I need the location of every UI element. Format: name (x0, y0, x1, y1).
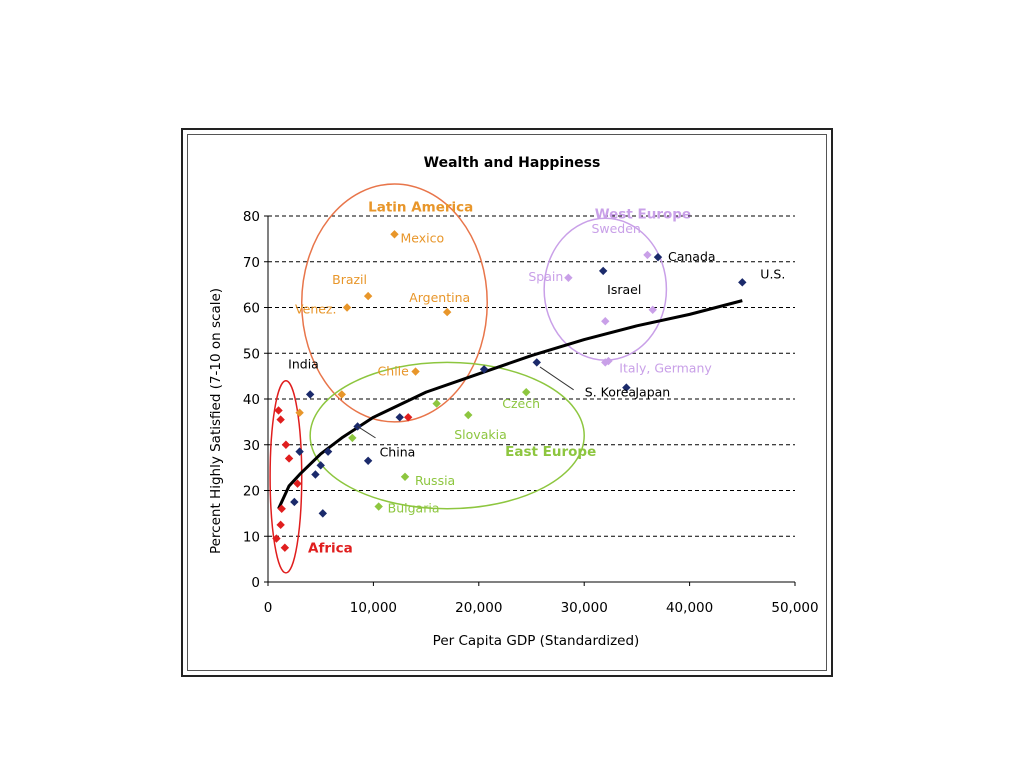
point-label: Slovakia (454, 427, 506, 442)
trend-line-group (277, 299, 743, 510)
point-label: India (288, 356, 319, 371)
point-label: S. Korea (585, 384, 636, 399)
x-tick-label: 50,000 (771, 600, 818, 616)
region-annotation: Africa (308, 540, 353, 556)
data-point (316, 461, 325, 470)
data-point (464, 410, 473, 420)
x-axis-label: Per Capita GDP (Standardized) (433, 633, 640, 649)
axes: 0 10 20 30 40 50 60 70 80 0 10,000 20,000 30,000 40,0… (243, 209, 819, 616)
data-point (281, 440, 291, 449)
trend-line (277, 299, 743, 510)
data-point (276, 520, 285, 530)
point-labels: Mexico Brazil Venez. Argentina Chile Sweden Sp… (288, 221, 785, 516)
data-point (653, 252, 663, 262)
region-ellipse-africa_ellipse (269, 379, 303, 574)
x-tick-label: 30,000 (561, 600, 608, 616)
point-label: Sweden (591, 221, 640, 236)
data-point (395, 413, 404, 422)
x-tick-label: 0 (264, 600, 273, 616)
chart-frame: Wealth and Happiness 0 10 20 30 40 50 60 70 80 0 1… (181, 128, 833, 677)
chart-panel: Wealth and Happiness 0 10 20 30 40 50 60 70 80 0 1… (187, 134, 827, 671)
y-tick-label: 20 (243, 484, 260, 500)
data-point (342, 303, 352, 312)
data-point (643, 250, 652, 260)
data-point (318, 509, 328, 518)
region-annotation: East Europe (505, 444, 596, 460)
region-ellipse-west_ellipse (543, 217, 668, 361)
data-point (648, 305, 657, 314)
y-tick-label: 30 (243, 438, 260, 454)
data-point (432, 399, 441, 408)
point-label: Mexico (400, 230, 444, 245)
scatter-chart: Wealth and Happiness 0 10 20 30 40 50 60 70 80 0 1… (208, 155, 819, 649)
data-point (284, 454, 294, 463)
point-label: Canada (668, 249, 716, 264)
data-point (276, 415, 285, 424)
point-label: Chile (378, 364, 410, 379)
region-annotation: West Europe (595, 206, 691, 222)
point-label: Italy, Germany (619, 360, 712, 375)
x-tick-label: 40,000 (666, 600, 713, 616)
region-ellipse-east_ellipse (309, 361, 585, 510)
data-point (601, 317, 610, 326)
region-annotation: Latin America (368, 199, 473, 215)
data-point (400, 472, 410, 481)
data-point (622, 383, 631, 392)
point-label: Czech (502, 396, 540, 411)
data-point (274, 406, 283, 415)
point-label: Russia (415, 473, 455, 488)
data-point (411, 367, 420, 376)
data-point (374, 502, 383, 511)
y-tick-label: 0 (251, 575, 260, 591)
pointer-line (357, 426, 376, 439)
data-point (363, 291, 373, 301)
data-points (272, 230, 747, 552)
data-point (738, 278, 747, 287)
pointer-lines (357, 366, 574, 439)
data-point (277, 504, 286, 513)
point-label: Argentina (409, 290, 470, 305)
data-point (390, 230, 399, 239)
x-tick-label: 20,000 (455, 600, 502, 616)
point-label: Venez. (295, 302, 336, 317)
data-point (522, 387, 531, 397)
y-tick-label: 80 (243, 209, 260, 225)
chart-title: Wealth and Happiness (424, 155, 601, 171)
data-point (479, 365, 489, 374)
y-tick-label: 40 (243, 392, 260, 408)
point-label: Japan (634, 385, 670, 400)
y-tick-label: 60 (243, 301, 260, 317)
data-point (403, 413, 413, 422)
data-point (348, 433, 357, 443)
data-point (363, 456, 373, 465)
point-label: U.S. (760, 266, 785, 281)
x-tick-label: 10,000 (350, 600, 397, 616)
data-point (280, 543, 290, 552)
y-axis-label: Percent Highly Satisfied (7-10 on scale) (208, 288, 224, 554)
data-point (293, 479, 302, 488)
data-point (532, 358, 541, 367)
point-label: Brazil (332, 272, 367, 287)
data-point (295, 408, 304, 417)
data-point (311, 470, 320, 479)
point-label: Israel (607, 282, 641, 297)
region-annotations: Latin America West Europe East Europe Afric… (308, 199, 691, 556)
data-point (295, 447, 304, 456)
point-label: China (380, 444, 416, 459)
point-label: Bulgaria (388, 501, 440, 516)
data-point (305, 390, 315, 399)
y-tick-label: 70 (243, 255, 260, 271)
data-point (598, 266, 608, 276)
data-point (442, 307, 452, 317)
pointer-line (539, 366, 574, 391)
point-label: Spain (528, 269, 563, 284)
data-point (564, 273, 573, 282)
y-tick-label: 10 (243, 529, 260, 545)
grid-lines (268, 215, 795, 537)
y-tick-label: 50 (243, 346, 260, 362)
region-ellipse-latin_ellipse (300, 183, 488, 423)
data-point (323, 447, 333, 456)
data-point (290, 497, 299, 507)
data-point (272, 534, 281, 543)
